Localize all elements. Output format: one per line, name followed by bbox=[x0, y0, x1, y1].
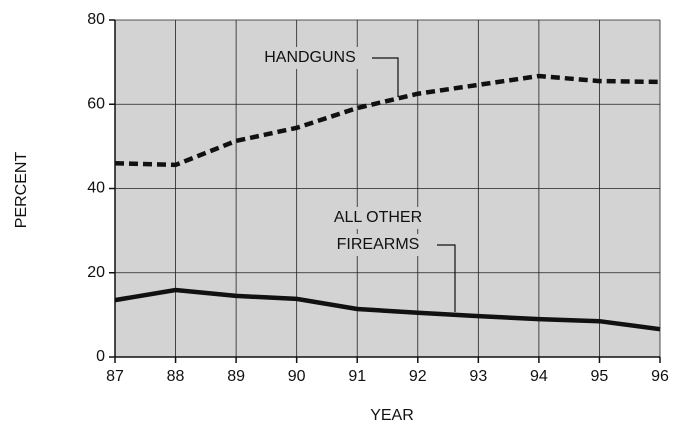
x-axis-label: YEAR bbox=[370, 407, 414, 424]
y-tick-label: 20 bbox=[87, 264, 105, 281]
annotation: HANDGUNS bbox=[264, 49, 356, 66]
y-tick-label: 0 bbox=[96, 348, 105, 365]
x-tick-label: 88 bbox=[167, 368, 185, 385]
annotation-background bbox=[316, 207, 440, 229]
annotation: ALL OTHER bbox=[334, 209, 422, 226]
annotation-background bbox=[248, 47, 372, 69]
x-tick-label: 93 bbox=[469, 368, 487, 385]
x-tick-label: 87 bbox=[106, 368, 124, 385]
y-axis-label: PERCENT bbox=[13, 152, 30, 229]
data-line bbox=[114, 287, 661, 332]
y-tick-label: 60 bbox=[87, 95, 105, 112]
x-tick-label: 90 bbox=[288, 368, 306, 385]
x-tick-label: 94 bbox=[530, 368, 548, 385]
y-tick-label: 40 bbox=[87, 180, 105, 197]
x-tick-label: 92 bbox=[409, 368, 427, 385]
data-line bbox=[114, 73, 661, 168]
leader-line bbox=[437, 244, 456, 312]
leader-line bbox=[372, 57, 399, 97]
annotation: FIREARMS bbox=[337, 236, 420, 253]
x-tick-label: 91 bbox=[348, 368, 366, 385]
annotation-background bbox=[316, 234, 440, 256]
x-tick-label: 89 bbox=[227, 368, 245, 385]
x-tick-label: 96 bbox=[651, 368, 669, 385]
x-tick-label: 95 bbox=[591, 368, 609, 385]
y-tick-label: 80 bbox=[87, 11, 105, 28]
